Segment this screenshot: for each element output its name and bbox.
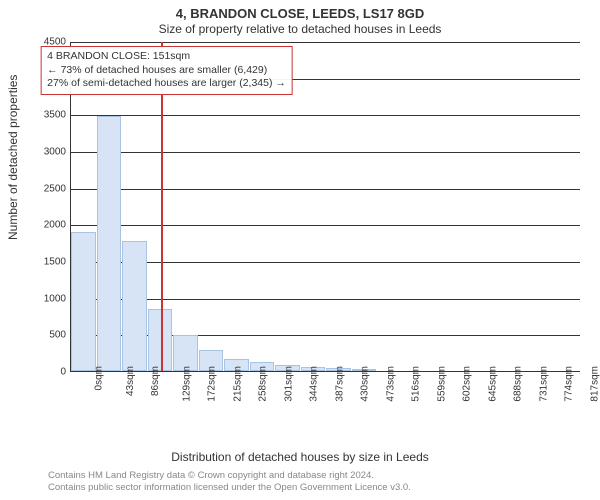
annotation-line: 27% of semi-detached houses are larger (… <box>47 77 286 91</box>
x-tick-label: 0sqm <box>93 366 104 390</box>
x-tick-label: 344sqm <box>309 366 320 402</box>
x-tick-label: 301sqm <box>283 366 294 402</box>
page-title: 4, BRANDON CLOSE, LEEDS, LS17 8GD <box>0 6 600 21</box>
y-tick-label: 1500 <box>44 257 66 268</box>
x-tick-label: 731sqm <box>538 366 549 402</box>
annotation-line: ← 73% of detached houses are smaller (6,… <box>47 64 286 78</box>
x-tick-label: 473sqm <box>385 366 396 402</box>
y-tick-label: 3000 <box>44 147 66 158</box>
x-tick-label: 602sqm <box>462 366 473 402</box>
footer-line-2: Contains public sector information licen… <box>48 482 411 494</box>
reference-annotation: 4 BRANDON CLOSE: 151sqm← 73% of detached… <box>40 46 293 95</box>
x-tick-label: 430sqm <box>360 366 371 402</box>
x-tick-label: 559sqm <box>436 366 447 402</box>
x-tick-label: 129sqm <box>181 366 192 402</box>
gridline <box>71 225 580 226</box>
x-tick-label: 258sqm <box>258 366 269 402</box>
gridline <box>71 299 580 300</box>
gridline <box>71 115 580 116</box>
x-tick-label: 172sqm <box>207 366 218 402</box>
x-tick-label: 516sqm <box>411 366 422 402</box>
histogram-chart: 0500100015002000250030003500400045000sqm… <box>70 42 580 372</box>
y-tick-label: 500 <box>49 330 66 341</box>
x-tick-label: 817sqm <box>589 366 600 402</box>
y-tick-label: 1000 <box>44 293 66 304</box>
x-tick-label: 387sqm <box>334 366 345 402</box>
y-tick-label: 3500 <box>44 110 66 121</box>
gridline <box>71 262 580 263</box>
y-axis-label: Number of detached properties <box>6 75 20 240</box>
x-tick-label: 215sqm <box>232 366 243 402</box>
annotation-line: 4 BRANDON CLOSE: 151sqm <box>47 50 286 64</box>
x-tick-label: 688sqm <box>513 366 524 402</box>
y-tick-label: 2000 <box>44 220 66 231</box>
histogram-bar <box>71 232 96 371</box>
x-tick-label: 86sqm <box>150 366 161 396</box>
plot-area: 0500100015002000250030003500400045000sqm… <box>70 42 580 372</box>
histogram-bar <box>97 116 122 371</box>
y-tick-label: 2500 <box>44 183 66 194</box>
footer-line-1: Contains HM Land Registry data © Crown c… <box>48 470 411 482</box>
gridline <box>71 152 580 153</box>
footer-attribution: Contains HM Land Registry data © Crown c… <box>48 470 411 494</box>
x-tick-label: 645sqm <box>487 366 498 402</box>
y-tick-label: 0 <box>60 367 66 378</box>
page-subtitle: Size of property relative to detached ho… <box>0 22 600 36</box>
gridline <box>71 189 580 190</box>
x-axis-label: Distribution of detached houses by size … <box>0 450 600 464</box>
histogram-bar <box>122 241 147 371</box>
gridline <box>71 42 580 43</box>
x-tick-label: 774sqm <box>564 366 575 402</box>
x-tick-label: 43sqm <box>125 366 136 396</box>
